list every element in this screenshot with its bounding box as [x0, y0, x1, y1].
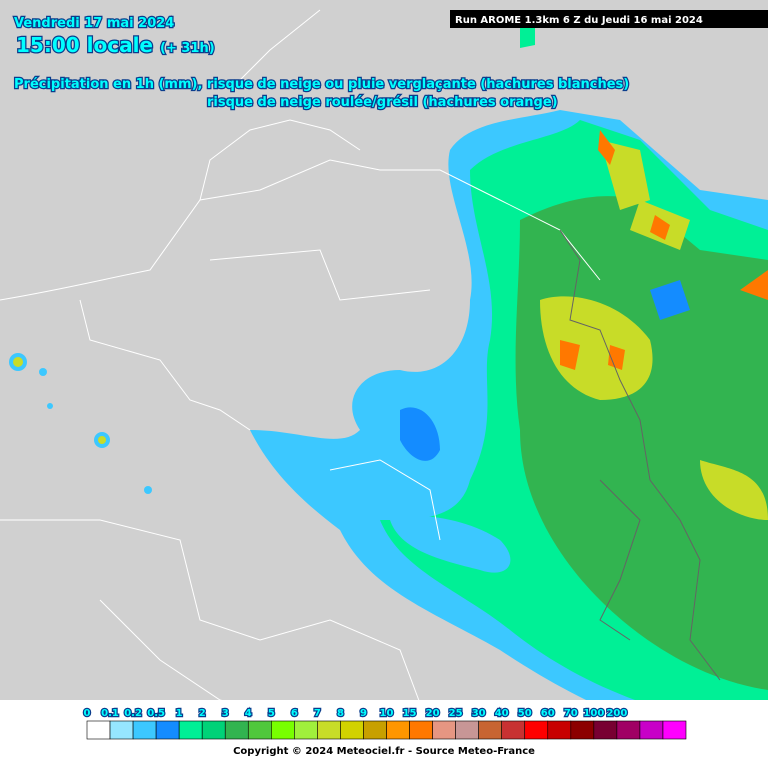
color-swatch: [478, 720, 502, 740]
copyright: Copyright © 2024 Meteociel.fr - Source M…: [233, 746, 535, 757]
legend-label: 1: [176, 708, 183, 719]
legend-label: 10: [380, 708, 394, 719]
color-swatch: [501, 720, 526, 740]
legend-label: 0.2: [124, 708, 142, 719]
color-swatch: [86, 720, 111, 740]
color-swatch: [340, 720, 364, 740]
legend-label: 30: [472, 708, 486, 719]
date: Vendredi 17 mai 2024: [14, 16, 174, 31]
color-swatch: [639, 720, 664, 740]
borders: [0, 9, 601, 731]
color-swatch: [271, 720, 295, 740]
color-swatch: [409, 720, 433, 740]
legend: 0 0.1 0.2 0.5 1 2 3 4 5 6 7 8 9 10 15 20 25 30 40 50 60 70 100…: [82, 707, 687, 740]
legend-label: 2: [199, 708, 206, 719]
color-swatch: [178, 720, 203, 740]
legend-label: 7: [314, 708, 321, 719]
color-swatch: [224, 720, 249, 740]
color-swatch: [616, 720, 641, 740]
color-swatch: [317, 720, 341, 740]
description: risque de neige roulée/grésil (hachures …: [207, 95, 558, 110]
color-swatch: [386, 720, 410, 740]
color-swatch: [524, 720, 549, 740]
legend-label: 20: [426, 708, 440, 719]
run-label: Run AROME 1.3km 6 Z du Jeudi 16 mai 2024: [455, 15, 703, 26]
legend-label: 6: [291, 708, 298, 719]
color-swatch: [247, 720, 272, 740]
legend-label: 60: [541, 708, 555, 719]
color-swatch: [662, 720, 687, 740]
color-swatch: [294, 720, 318, 740]
legend-label: 9: [360, 708, 367, 719]
legend-label: 200: [606, 708, 627, 719]
legend-label: 25: [449, 708, 463, 719]
legend-label: 0.5: [147, 708, 165, 719]
legend-label: 40: [495, 708, 509, 719]
description: Précipitation en 1h (mm), risque de neig…: [14, 77, 629, 92]
legend-label: 100: [583, 708, 604, 719]
legend-label: 0: [84, 708, 91, 719]
borders-dark: [559, 229, 721, 681]
color-swatch: [593, 720, 618, 740]
legend-label: 70: [564, 708, 578, 719]
color-swatch: [109, 720, 134, 740]
legend-label: 8: [337, 708, 344, 719]
run-box: [450, 10, 768, 28]
legend-label: 4: [245, 708, 252, 719]
color-swatch: [132, 720, 157, 740]
color-swatch: [547, 720, 572, 740]
time: 15:00 locale: [16, 33, 153, 57]
color-swatch: [201, 720, 226, 740]
offset: (+ 31h): [160, 41, 215, 56]
precipitation: [9, 15, 768, 740]
legend-label: 0.1: [101, 708, 119, 719]
color-swatch: [155, 720, 180, 740]
legend-label: 50: [518, 708, 532, 719]
color-swatch: [432, 720, 456, 740]
color-swatch: [455, 720, 479, 740]
legend-label: 5: [268, 708, 275, 719]
legend-label: 3: [222, 708, 229, 719]
color-swatch: [363, 720, 387, 740]
legend-label: 15: [403, 708, 417, 719]
color-swatch: [570, 720, 595, 740]
